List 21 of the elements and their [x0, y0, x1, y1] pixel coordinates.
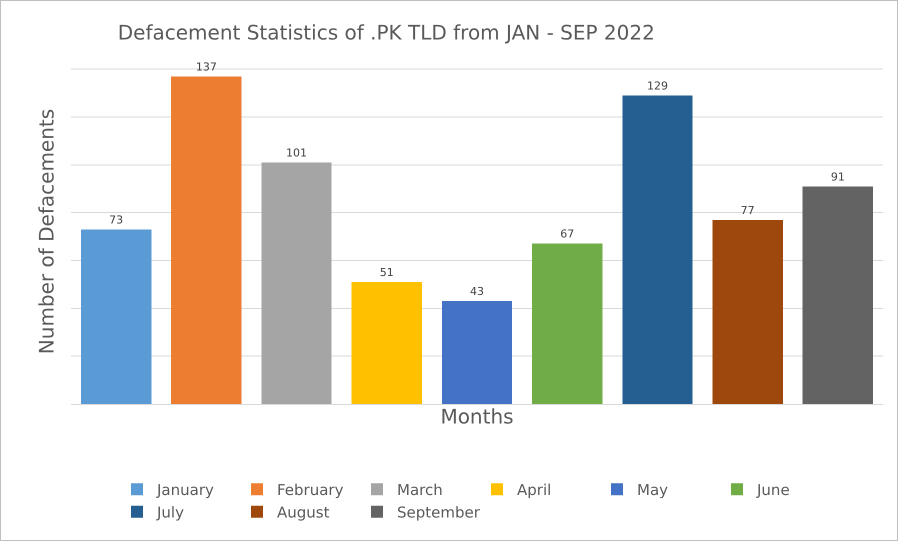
data-label: 137: [196, 60, 217, 74]
data-label: 43: [470, 285, 484, 298]
data-label: 77: [740, 204, 755, 217]
legend-label: April: [517, 481, 552, 500]
legend-label: January: [156, 481, 214, 500]
data-label: 51: [380, 266, 394, 279]
chart-title: Defacement Statistics of .PK TLD from JAN - SEP 2022: [118, 20, 655, 44]
legend-label: August: [277, 504, 330, 522]
legend-label: September: [397, 504, 481, 522]
data-label: 101: [286, 146, 308, 160]
data-label: 67: [560, 228, 574, 241]
legend-label: February: [277, 481, 344, 500]
y-axis-title: Number of Defacements: [34, 108, 58, 354]
data-label: 129: [646, 79, 668, 92]
data-label: 91: [830, 170, 845, 184]
x-axis-title: Months: [440, 404, 514, 428]
legend-label: May: [637, 481, 668, 500]
legend-label: July: [156, 504, 184, 522]
data-label: 73: [109, 213, 124, 226]
legend-label: March: [397, 481, 443, 500]
legend-label: June: [756, 481, 790, 500]
